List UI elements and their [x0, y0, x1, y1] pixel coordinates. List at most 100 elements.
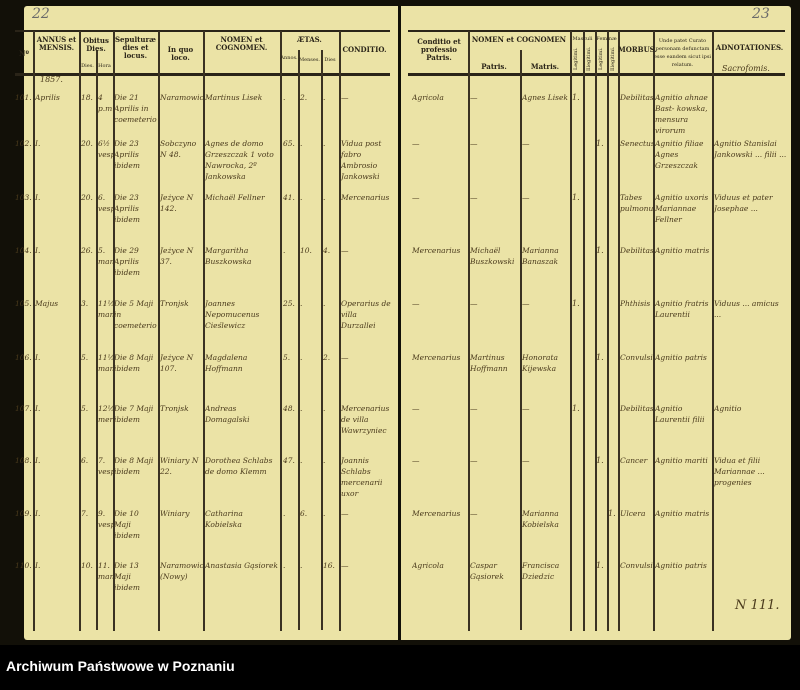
cell-dies: 5.: [81, 404, 89, 413]
cell-dies_aet: 4.: [323, 246, 331, 255]
cell-conditio: Vidua post fabro Ambrosio Jankowski agri…: [341, 139, 382, 181]
cell-menses: 10.: [300, 246, 312, 255]
cell-patris: Caspar Gąsiorek: [470, 561, 504, 581]
cell-unde: Agnitio matris: [655, 246, 710, 255]
cell-locus: Naramowice (Nowy): [160, 561, 203, 581]
year: 1857.: [40, 75, 63, 84]
header-patris: Patris.: [481, 62, 507, 71]
footer-bar: Archiwum Państwowe w Poznaniu: [0, 645, 800, 690]
cell-menses: .: [300, 139, 303, 148]
header-nomen: NOMEN et COGNOMEN.: [215, 35, 268, 52]
cell-sepultura: Die 21 Aprilis in coemeterio: [114, 93, 157, 124]
cell-nomen: Magdalena Hoffmann: [205, 353, 248, 373]
cell-conditio: —: [341, 561, 349, 570]
cell-matris: Agnes Lisek: [522, 93, 568, 102]
cell-nomen: Anastasia Gąsiorek: [205, 561, 278, 570]
cell-nomen: Andreas Domagalski: [205, 404, 250, 424]
cell-nomen: Catharina Kobielska: [205, 509, 243, 529]
header-masculi-legitimi: Legitimi.: [573, 47, 579, 70]
cell-locus: Tronjsk: [160, 404, 189, 413]
column-line: [618, 31, 620, 631]
cell-patris: —: [470, 299, 478, 308]
header-feminae-legitimi: Legitimi.: [598, 47, 604, 70]
cell-menses: .: [300, 404, 303, 413]
header-nomen-right: NOMEN et COGNOMEN: [471, 35, 567, 44]
cell-dies_aet: .: [323, 456, 326, 465]
cell-morbus: Debilitas: [620, 404, 653, 413]
cell-mensis: I.: [35, 561, 41, 570]
header-matris: Matris.: [530, 62, 560, 71]
cell-adnot: Agnitio: [714, 404, 742, 413]
cell-hora: 5. mane: [98, 246, 113, 266]
header-locus: In quo loco.: [167, 45, 194, 62]
cell-mensis: Majus: [35, 299, 59, 308]
cell-sepultura: Die 7 Maji ibidem: [114, 404, 154, 424]
cell-annos: 41.: [283, 193, 295, 202]
cell-matris: Marianna Banaszak: [522, 246, 559, 266]
header-feminae: Feminæ: [596, 36, 617, 42]
cell-sepultura: Die 8 Maji ibidem: [114, 456, 154, 476]
sex-mark: 1.: [572, 193, 580, 202]
column-line: [113, 31, 115, 631]
cell-patris: —: [470, 193, 478, 202]
cell-unde: Agnitio patris: [655, 561, 707, 570]
cell-menses: .: [300, 299, 303, 308]
cell-nomen: Margaritha Buszkowska: [205, 246, 252, 266]
cell-conditio: Mercenarius de villa Wawrzyniec: [341, 404, 390, 435]
cell-unde: Agnitio ahnae Bast- kowska, mensura viro…: [655, 93, 708, 135]
header-conditio: CONDITIO.: [342, 45, 387, 54]
left-page: [24, 6, 398, 640]
column-line: [712, 31, 714, 631]
cell-annos: .: [283, 93, 286, 102]
cell-conditio: Mercenarius: [412, 353, 461, 362]
cell-morbus: Senectus: [620, 139, 653, 148]
adnotationes-note: Sacrofomis.: [722, 64, 770, 73]
cell-sepultura: Die 5 Maji in coemeterio: [114, 299, 157, 330]
cell-sepultura: Die 23 Aprilis ibidem: [114, 139, 140, 170]
header-aetas-menses: Menses.: [299, 57, 320, 63]
cell-mensis: I.: [35, 509, 41, 518]
column-line: [653, 31, 655, 631]
cell-dies_aet: .: [323, 509, 326, 518]
cell-locus: Tronjsk: [160, 299, 189, 308]
cell-dies: 10.: [81, 561, 93, 570]
cell-mensis: I.: [35, 456, 41, 465]
header-masculi-illegitimi: Illegitimi.: [586, 46, 592, 71]
column-line: [607, 31, 609, 631]
cell-patris: Michaël Buszkowski: [470, 246, 515, 266]
cell-adnot: Viduus et pater Josephae ...: [714, 193, 773, 213]
cell-no: 110.: [15, 561, 32, 570]
cell-patris: —: [470, 139, 478, 148]
cell-unde: Agnitio filiae Agnes Grzeszczak: [655, 139, 704, 170]
header-aetas: ÆTAS.: [297, 35, 322, 44]
cell-conditio: —: [412, 299, 420, 308]
cell-mensis: I.: [35, 404, 41, 413]
sex-mark: 1.: [572, 299, 580, 308]
cell-dies: 3.: [81, 299, 89, 308]
header-sepulturae: Sepulturæ dies et locus.: [115, 35, 156, 60]
cell-unde: Agnitio Laurentii filii: [655, 404, 705, 424]
sex-mark: 1.: [596, 353, 604, 362]
cell-menses: .: [300, 561, 303, 570]
header-no: Nº: [19, 49, 29, 58]
cell-unde: Agnitio fratris Laurentii: [655, 299, 709, 319]
cell-annos: 25.: [283, 299, 295, 308]
cell-locus: Jeżyce N 142.: [160, 193, 194, 213]
cell-locus: Winiary: [160, 509, 190, 518]
column-line: [33, 31, 35, 631]
cell-matris: Marianna Kobielska: [522, 509, 559, 529]
cell-sepultura: Die 10 Maji ibidem: [114, 509, 140, 540]
cell-annos: 47.: [283, 456, 295, 465]
cell-conditio: Mercenarius: [412, 246, 461, 255]
header-bottom-rule: [15, 73, 390, 76]
cell-annos: .: [283, 561, 286, 570]
column-line: [158, 31, 160, 631]
cell-mensis: I.: [35, 353, 41, 362]
cell-dies_aet: 2.: [323, 353, 331, 362]
cell-dies_aet: .: [323, 139, 326, 148]
cell-conditio: —: [412, 404, 420, 413]
cell-morbus: Phthisis: [620, 299, 651, 308]
cell-conditio: Joannis Schlabs mercenarii uxor: [341, 456, 383, 498]
cell-conditio: Agricola: [412, 561, 444, 570]
column-line: [79, 31, 81, 631]
